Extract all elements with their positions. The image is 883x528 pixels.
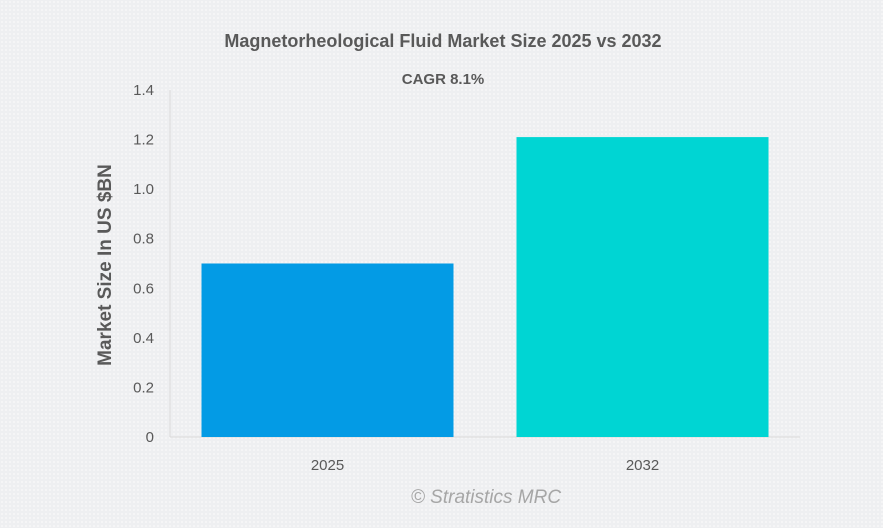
chart-title: Magnetorheological Fluid Market Size 202… (224, 31, 661, 51)
y-tick-label: 0 (146, 429, 154, 446)
y-tick-label: 0.8 (133, 231, 154, 248)
bar-2032 (516, 137, 769, 438)
x-axis: 2025 2032 (170, 436, 800, 474)
y-tick-label: 0.2 (133, 379, 154, 396)
y-tick-label: 0.4 (133, 330, 154, 347)
x-tick-label: 2032 (626, 457, 659, 474)
y-tick-label: 1.4 (133, 82, 154, 99)
y-axis: 0 0.2 0.4 0.6 0.8 1.0 1.2 1.4 (133, 82, 171, 446)
credit-text: © Stratistics MRC (411, 487, 561, 508)
y-tick-label: 1.2 (133, 132, 154, 149)
bar-2025 (201, 263, 454, 437)
y-tick-label: 1.0 (133, 181, 154, 198)
chart-subtitle: CAGR 8.1% (402, 71, 485, 88)
y-tick-label: 0.6 (133, 280, 154, 297)
x-tick-label: 2025 (311, 457, 344, 474)
bars (201, 137, 769, 438)
y-axis-label: Market Size In US $BN (95, 164, 116, 366)
